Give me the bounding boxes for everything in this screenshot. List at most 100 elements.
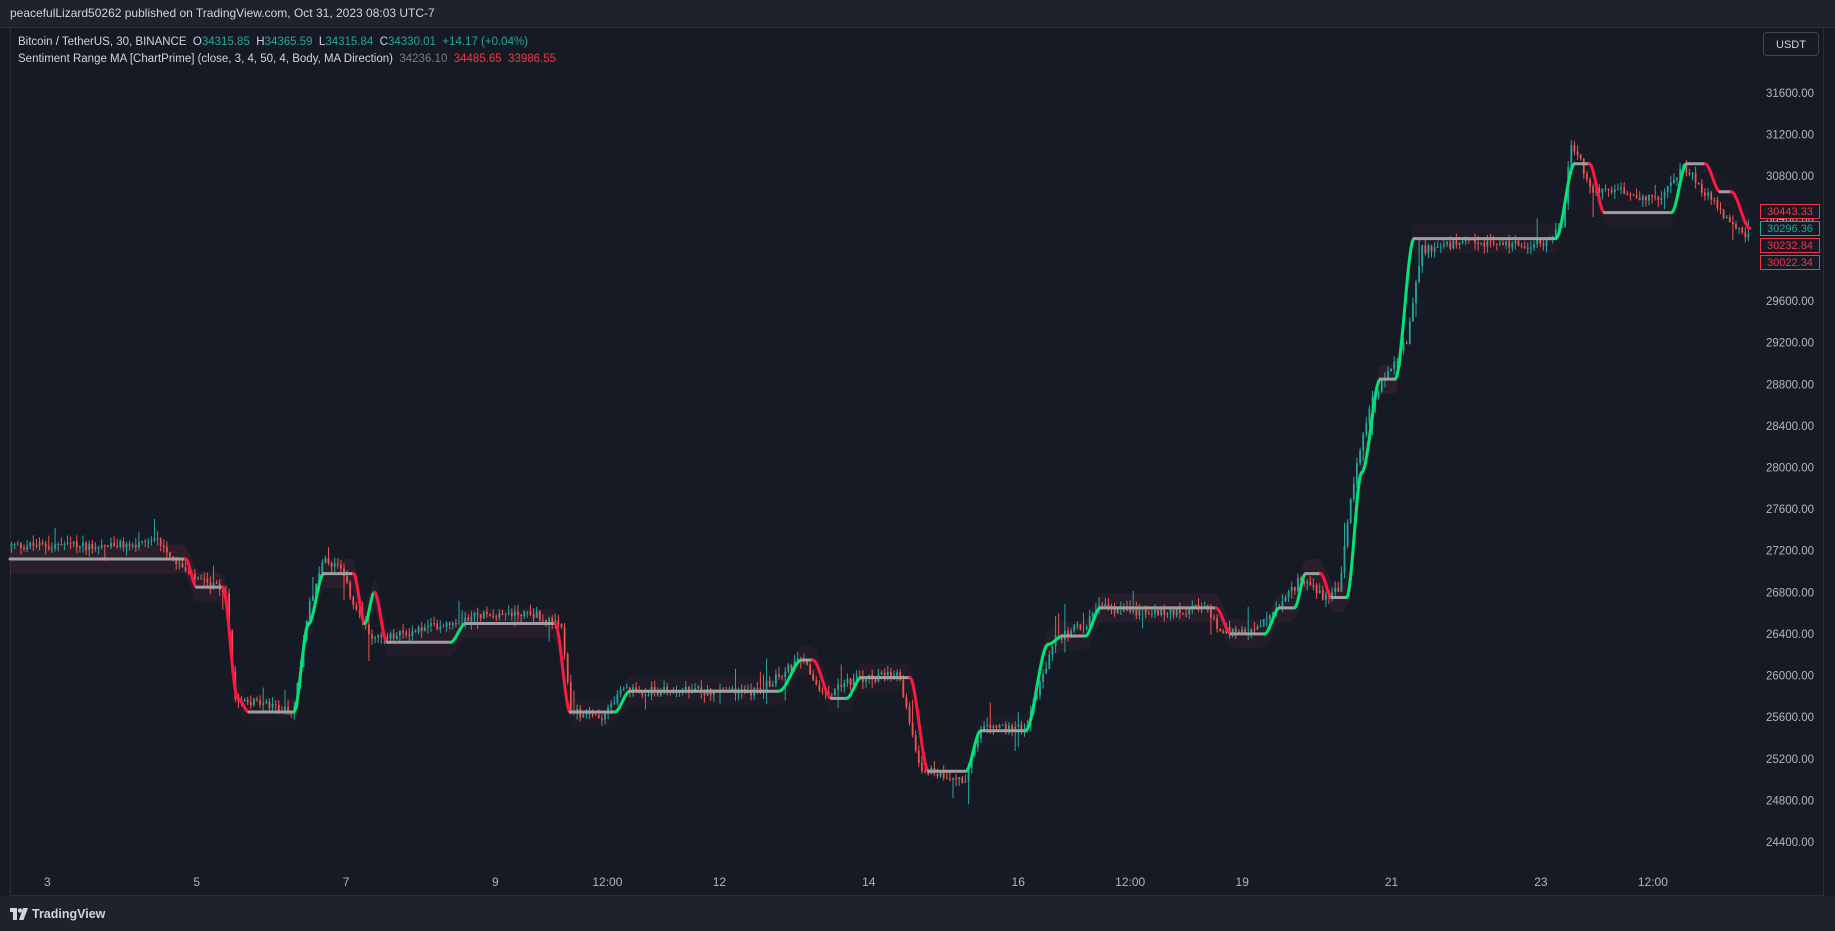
ma-segment-up <box>964 729 983 773</box>
sentiment-band <box>10 149 1750 786</box>
candle-body <box>1505 241 1507 245</box>
chart-pane[interactable] <box>10 27 1824 896</box>
candle-body <box>538 611 541 620</box>
price-badge: 30296.36 <box>1760 221 1820 236</box>
candle-body <box>1334 588 1337 593</box>
candle-body <box>119 541 122 547</box>
candle-body <box>330 562 333 567</box>
ma-segment-up <box>1263 606 1281 636</box>
candle-body <box>1722 209 1725 219</box>
candle-body <box>775 674 777 685</box>
price-chart[interactable]: 31600.0031200.0030800.0030400.0030000.00… <box>0 0 1835 896</box>
y-tick-label: 27200.00 <box>1766 546 1814 558</box>
candle-body <box>1607 188 1610 190</box>
candle-body <box>318 572 321 584</box>
candle-body <box>1707 192 1709 196</box>
y-tick-label: 28400.00 <box>1766 421 1814 433</box>
candle-body <box>110 543 112 547</box>
published-info: peacefulLizard50262 published on Trading… <box>10 6 435 20</box>
high-label: H <box>256 36 265 48</box>
low-value: 34315.84 <box>325 36 374 48</box>
ma-segment-down <box>811 658 833 700</box>
symbol-legend-row[interactable]: Bitcoin / TetherUS, 30, BINANCE O34315.8… <box>18 34 556 51</box>
candle-body <box>1281 601 1284 607</box>
candle-body <box>1306 582 1309 584</box>
candle-body <box>601 718 603 720</box>
candle-body <box>287 706 289 714</box>
candle-body <box>1564 203 1566 227</box>
ma-segment-down <box>184 557 199 589</box>
candle-body <box>1719 208 1722 210</box>
candle-body <box>1747 234 1750 238</box>
candle-body <box>498 613 501 618</box>
candle-body <box>1623 187 1626 194</box>
candle-body <box>1309 582 1312 586</box>
candle-body <box>1073 625 1076 631</box>
candle-body <box>660 692 662 696</box>
candle-body <box>1256 626 1259 630</box>
currency-button[interactable]: USDT <box>1763 32 1819 56</box>
candle-body <box>246 699 249 702</box>
candle-body <box>268 701 271 708</box>
candle-body <box>1132 607 1135 612</box>
candle-body <box>1539 239 1542 244</box>
ma-segment-down <box>553 622 572 714</box>
candle-body <box>134 544 137 548</box>
candle-body <box>1651 194 1653 197</box>
candle-body <box>936 774 939 777</box>
candle-body <box>1203 605 1206 607</box>
time-axis[interactable]: 3 5 7 9 12:00 12 14 16 12:00 19 21 23 12:00 <box>44 875 1668 889</box>
candle-body <box>439 626 442 630</box>
candle-body <box>1151 613 1153 615</box>
candle-body <box>890 672 892 678</box>
candle-body <box>455 623 457 624</box>
ma-segment-up <box>292 622 311 714</box>
candle-body <box>197 578 199 580</box>
candle-body <box>228 592 230 631</box>
y-tick-label: 27600.00 <box>1766 504 1814 516</box>
candle-body <box>1349 499 1352 523</box>
candle-body <box>1542 243 1545 246</box>
candle-body <box>1648 194 1650 201</box>
candle-body <box>1321 589 1324 600</box>
candle-body <box>504 613 507 615</box>
candle-body <box>594 714 597 716</box>
indicator-name[interactable]: Sentiment Range MA [ChartPrime] (close, … <box>18 53 393 65</box>
candle-body <box>1365 423 1368 434</box>
candle-body <box>1194 604 1197 606</box>
candle-body <box>927 772 930 775</box>
candle-body <box>653 686 656 691</box>
ma-segment-up <box>777 658 804 693</box>
y-tick-label: 31200.00 <box>1766 130 1814 142</box>
price-badge: 30022.34 <box>1760 255 1820 270</box>
candle-body <box>566 654 569 682</box>
y-tick-label: 29600.00 <box>1766 296 1814 308</box>
candle-body <box>557 620 560 624</box>
candle-body <box>1001 724 1004 726</box>
symbol-name[interactable]: Bitcoin / TetherUS, 30, BINANCE <box>18 36 187 48</box>
candle-body <box>35 545 38 547</box>
tradingview-logo[interactable]: TradingView <box>10 906 105 922</box>
indicator-legend-row[interactable]: Sentiment Range MA [ChartPrime] (close, … <box>18 51 556 68</box>
candle-body <box>855 675 858 679</box>
candle-body <box>613 703 616 705</box>
price-axis[interactable]: 31600.0031200.0030800.0030400.0030000.00… <box>1766 88 1814 849</box>
ma-segment-up <box>1670 162 1688 215</box>
candle-body <box>1387 371 1389 379</box>
candle-body <box>1231 628 1234 633</box>
candle-body <box>809 664 811 675</box>
candle-body <box>1433 247 1436 252</box>
candle-body <box>122 541 125 548</box>
candle-body <box>517 611 519 615</box>
candle-body <box>414 631 417 633</box>
candle-body <box>1663 192 1666 199</box>
candle-body <box>846 678 849 684</box>
candle-body <box>85 542 87 551</box>
candle-body <box>523 611 526 616</box>
candle-body <box>423 627 426 632</box>
candle-body <box>399 630 401 636</box>
candle-body <box>955 777 957 780</box>
candle-body <box>551 618 554 622</box>
candle-body <box>1222 631 1225 633</box>
candle-body <box>1632 194 1635 196</box>
